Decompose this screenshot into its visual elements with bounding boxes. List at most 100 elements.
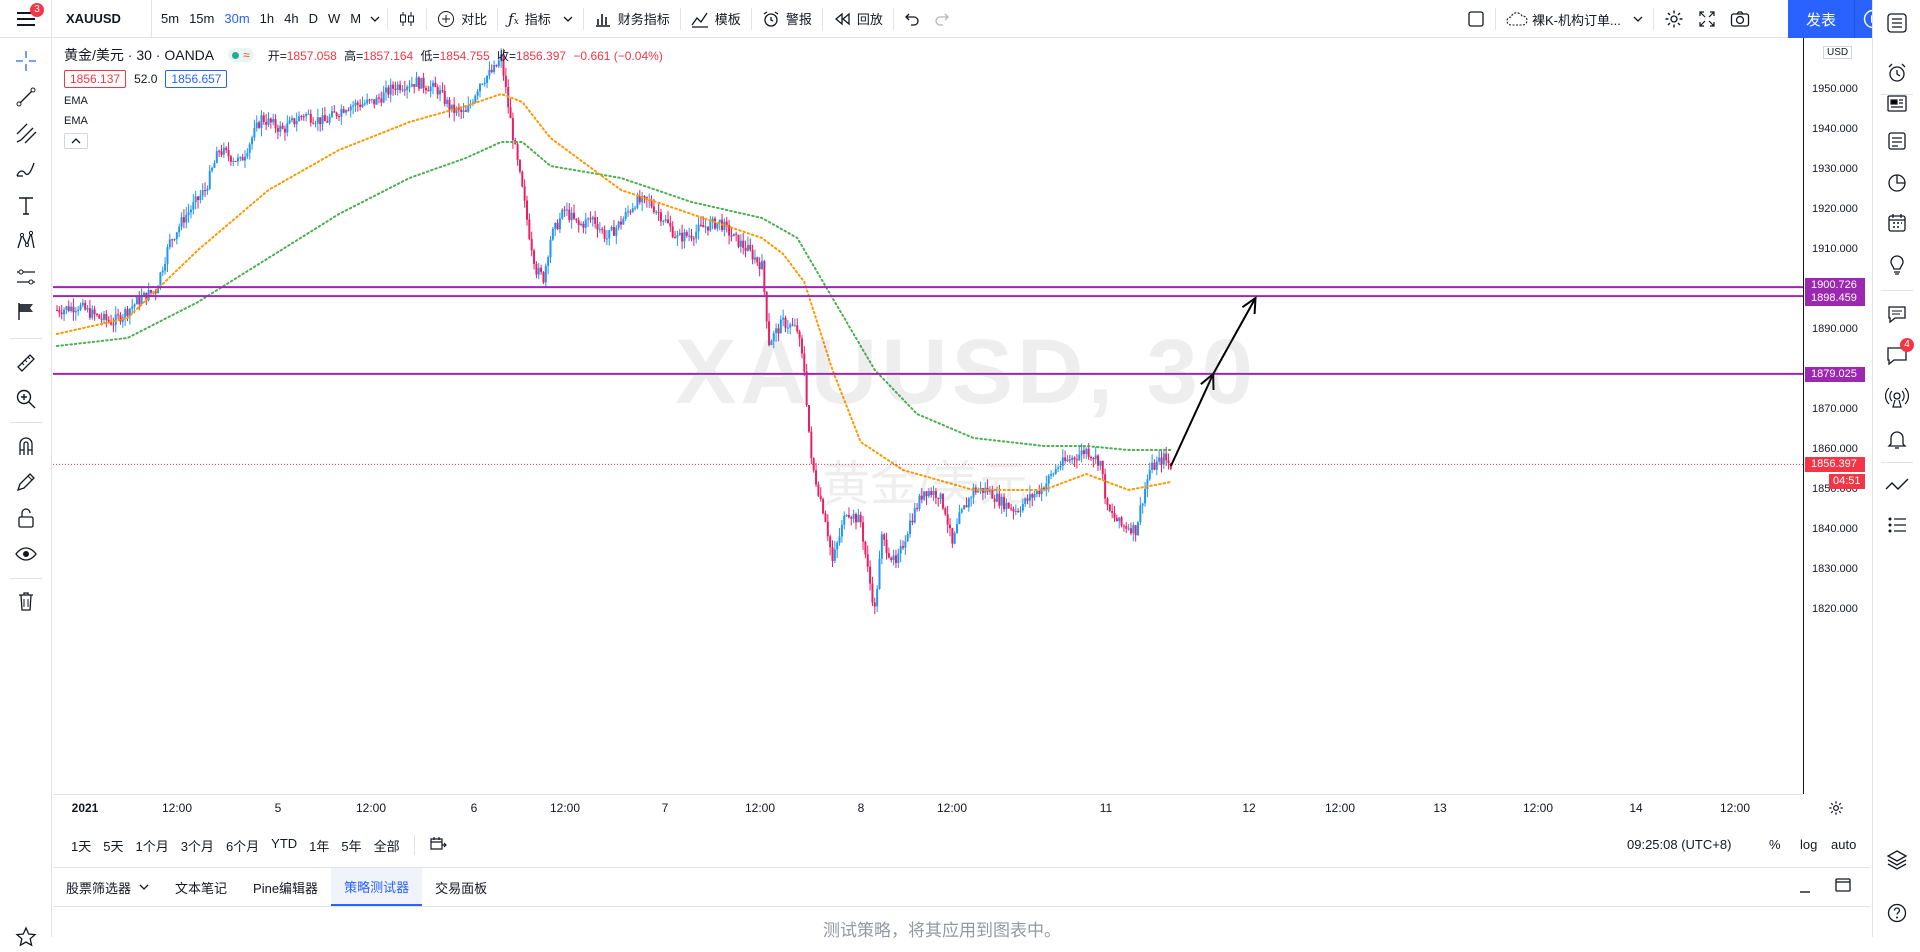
select-all-checkbox[interactable] <box>1460 0 1492 38</box>
panel-tab[interactable]: Pine编辑器 <box>240 868 331 906</box>
pattern-tool[interactable] <box>11 226 41 256</box>
symbol-search[interactable]: XAUUSD <box>52 0 152 38</box>
alerts-panel-button[interactable] <box>1882 58 1912 88</box>
candle-body <box>1040 487 1043 495</box>
screenshot-button[interactable] <box>1723 0 1757 38</box>
price-chart[interactable] <box>53 38 1803 794</box>
stay-drawing-tool[interactable] <box>11 467 41 497</box>
collapse-legend-button[interactable] <box>64 133 88 149</box>
range-button[interactable]: 5年 <box>341 838 362 854</box>
prediction-tool[interactable] <box>11 262 41 292</box>
fullscreen-button[interactable] <box>1691 0 1723 38</box>
watchlist-button[interactable] <box>1882 8 1912 38</box>
private-chats-button[interactable]: 4 <box>1882 338 1914 370</box>
text-tool[interactable] <box>11 190 41 220</box>
settings-button[interactable] <box>1657 0 1691 38</box>
data-window-button[interactable] <box>1882 126 1912 156</box>
templates-button[interactable]: 模板 <box>684 0 748 38</box>
candle-body <box>1003 496 1006 510</box>
ruler-tool[interactable] <box>11 348 41 378</box>
maximize-panel-button[interactable] <box>1835 878 1851 895</box>
chart-pane[interactable] <box>53 38 1870 827</box>
candle-body <box>436 87 439 95</box>
ema-fast-legend[interactable]: EMA <box>64 95 88 107</box>
compare-button[interactable]: 对比 <box>430 0 494 38</box>
chats-button[interactable] <box>1882 300 1912 330</box>
buy-price-button[interactable]: 1856.657 <box>165 70 228 88</box>
candle-body <box>730 235 733 237</box>
candle-body <box>540 267 543 273</box>
menu-button[interactable]: 3 <box>0 0 52 38</box>
panel-tab[interactable]: 策略测试器 <box>331 868 423 906</box>
calendar-button[interactable] <box>1882 208 1912 238</box>
range-button[interactable]: 1个月 <box>135 838 169 854</box>
remove-drawings-tool[interactable] <box>11 586 41 616</box>
interval-M[interactable]: M <box>350 11 362 26</box>
zoom-tool[interactable] <box>11 384 41 414</box>
range-button[interactable]: 1天 <box>71 838 92 854</box>
auto-toggle[interactable]: auto <box>1831 837 1857 852</box>
candle-body <box>610 226 613 231</box>
ema-slow-legend[interactable]: EMA <box>64 115 88 127</box>
interval-dropdown-icon[interactable] <box>366 0 384 38</box>
indicators-button[interactable]: ƒx 指标 <box>501 0 580 38</box>
chart-type-button[interactable] <box>391 0 423 38</box>
sell-price-button[interactable]: 1856.137 <box>64 70 127 88</box>
range-button[interactable]: YTD <box>271 835 298 851</box>
layout-name-button[interactable]: 裸K-机构订单... <box>1499 0 1650 38</box>
notifications-button[interactable] <box>1882 424 1912 454</box>
depth-button[interactable] <box>1882 510 1912 540</box>
interval-5m[interactable]: 5m <box>161 11 180 26</box>
candle-body <box>598 229 601 231</box>
log-toggle[interactable]: log <box>1800 837 1818 852</box>
replay-button[interactable]: 回放 <box>826 0 890 38</box>
interval-D[interactable]: D <box>308 11 318 26</box>
redo-button[interactable] <box>927 0 957 38</box>
layers-button[interactable] <box>1882 845 1912 875</box>
candle-body <box>490 69 493 72</box>
hide-drawings-tool[interactable] <box>11 539 41 569</box>
undo-button[interactable] <box>897 0 927 38</box>
range-button[interactable]: 全部 <box>373 838 400 854</box>
clock[interactable]: 09:25:08 (UTC+8) <box>1627 837 1732 852</box>
ideas-button[interactable] <box>1882 250 1912 280</box>
interval-15m[interactable]: 15m <box>189 11 215 26</box>
financials-button[interactable]: 财务指标 <box>587 0 677 38</box>
trading-button[interactable] <box>1882 470 1912 500</box>
panel-tab[interactable]: 交易面板 <box>422 868 500 906</box>
goto-date-button[interactable] <box>423 836 453 855</box>
range-button[interactable]: 1年 <box>309 838 330 854</box>
panel-tab[interactable]: 股票筛选器 <box>53 868 162 906</box>
interval-1h[interactable]: 1h <box>259 11 275 26</box>
time-axis[interactable]: 2021 12:00 5 12:00 6 12:00 7 12:00 8 12:00 11 12 12:… <box>53 794 1803 820</box>
legend-title[interactable]: 黄金/美元 · 30 · OANDA <box>64 47 215 63</box>
currency-label[interactable]: USD <box>1823 46 1853 59</box>
hotlists-button[interactable] <box>1882 168 1912 198</box>
streams-button[interactable] <box>1882 382 1912 412</box>
fib-tool[interactable] <box>11 118 41 148</box>
candle-body <box>305 114 308 117</box>
minimize-panel-button[interactable] <box>1798 880 1812 897</box>
publish-button[interactable]: 发表 <box>1788 0 1854 38</box>
panel-tab[interactable]: 文本笔记 <box>162 868 240 906</box>
range-button[interactable]: 5天 <box>103 838 124 854</box>
interval-4h[interactable]: 4h <box>284 11 299 26</box>
percent-toggle[interactable]: % <box>1769 837 1781 852</box>
alert-button[interactable]: 警报 <box>755 0 819 38</box>
brush-tool[interactable] <box>11 154 41 184</box>
price-axis[interactable] <box>1803 38 1872 794</box>
interval-30m[interactable]: 30m <box>224 11 250 26</box>
lock-drawings-tool[interactable] <box>11 503 41 533</box>
help-button[interactable] <box>1882 898 1912 928</box>
trend-line-tool[interactable] <box>11 82 41 112</box>
interval-W[interactable]: W <box>327 11 341 26</box>
icon-tool[interactable] <box>11 296 41 326</box>
range-button[interactable]: 3个月 <box>180 838 214 854</box>
chart-settings-button[interactable] <box>1828 800 1844 819</box>
favorites-tool[interactable] <box>11 922 41 952</box>
range-button[interactable]: 6个月 <box>225 838 260 854</box>
news-button[interactable] <box>1882 88 1912 118</box>
crosshair-tool[interactable] <box>11 46 41 76</box>
candle-body <box>1045 483 1048 491</box>
magnet-tool[interactable] <box>11 431 41 461</box>
